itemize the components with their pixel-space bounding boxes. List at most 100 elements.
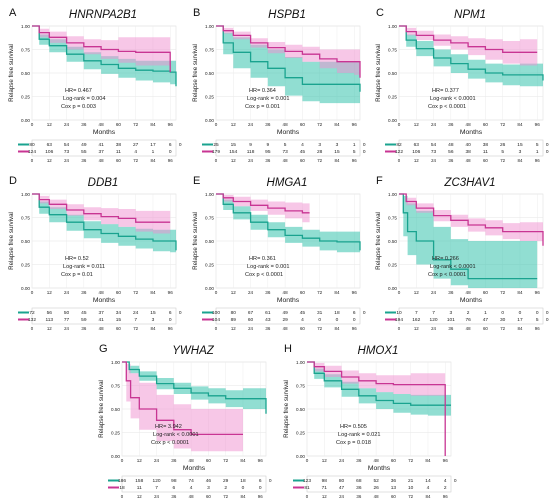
risk-count: 0 xyxy=(269,478,272,484)
risk-x-tick: 36 xyxy=(81,158,86,163)
y-tick-label: 0.25 xyxy=(388,263,397,268)
confidence-band-2 xyxy=(307,362,446,456)
stat-line: HR= 0.52 xyxy=(65,256,89,262)
stat-line: HR= 0.467 xyxy=(65,88,92,94)
survival-curve-2 xyxy=(307,361,446,456)
risk-count: 0 xyxy=(259,485,262,491)
x-tick-label: 0 xyxy=(398,122,401,127)
y-tick-label: 0.50 xyxy=(296,407,305,412)
risk-x-tick: 96 xyxy=(535,326,540,331)
risk-x-tick: 24 xyxy=(64,326,69,331)
survival-curve-1 xyxy=(216,193,361,251)
risk-x-tick: 36 xyxy=(448,158,453,163)
risk-count: 89 xyxy=(231,317,237,323)
x-tick-label: 24 xyxy=(248,290,254,295)
risk-count: 3 xyxy=(519,149,522,155)
x-tick-label: 12 xyxy=(137,458,143,463)
risk-count: 26 xyxy=(373,485,379,491)
risk-x-tick: 36 xyxy=(265,158,270,163)
stat-line: Log-rank = 0.001 xyxy=(247,264,289,270)
confidence-band-1 xyxy=(32,26,176,102)
y-tick-label: 0.00 xyxy=(21,118,30,123)
confidence-band-1 xyxy=(399,194,538,288)
confidence-band-1 xyxy=(32,194,176,265)
risk-count: 0 xyxy=(242,485,245,491)
y-axis-title: Relapse free survival xyxy=(8,44,15,102)
risk-x-tick: 48 xyxy=(99,158,104,163)
survival-curve-1 xyxy=(32,193,177,251)
risk-count: 61 xyxy=(265,310,271,316)
panel-title: ZC3HAV1 xyxy=(443,177,495,189)
risk-count: 25 xyxy=(213,142,219,148)
x-tick-label: 48 xyxy=(189,458,195,463)
risk-count: 6 xyxy=(353,310,356,316)
risk-x-tick: 24 xyxy=(431,326,436,331)
risk-table xyxy=(31,307,177,325)
risk-count: 5 xyxy=(284,142,287,148)
risk-x-tick: 24 xyxy=(248,326,253,331)
x-tick-label: 84 xyxy=(334,290,340,295)
survival-curve-1 xyxy=(307,361,451,406)
x-tick-label: 0 xyxy=(306,458,309,463)
risk-count: 60 xyxy=(248,317,254,323)
y-tick-label: 0.25 xyxy=(388,95,397,100)
risk-count: 38 xyxy=(465,149,471,155)
x-tick-label: 96 xyxy=(168,290,174,295)
y-tick-label: 0.25 xyxy=(205,263,214,268)
risk-x-tick: 72 xyxy=(317,326,322,331)
stat-line: Log-rank = 0.011 xyxy=(63,264,105,270)
risk-count: 0 xyxy=(363,142,366,148)
x-tick-label: 48 xyxy=(374,458,380,463)
risk-count: 2 xyxy=(444,485,447,491)
x-tick-label: 72 xyxy=(133,290,139,295)
stat-line: HR= 0.377 xyxy=(432,88,459,94)
panel-title: HMGA1 xyxy=(267,177,308,189)
risk-count: 9 xyxy=(249,142,252,148)
x-tick-label: 36 xyxy=(81,122,87,127)
risk-count: 38 xyxy=(116,142,122,148)
risk-x-tick: 96 xyxy=(352,326,357,331)
risk-count: 6 xyxy=(259,478,262,484)
stat-line: Cox p < 0.0001 xyxy=(245,272,283,278)
stat-line: Cox p < 0.0001 xyxy=(428,104,466,110)
x-tick-label: 24 xyxy=(431,122,437,127)
risk-x-tick: 0 xyxy=(31,158,34,163)
risk-x-tick: 0 xyxy=(215,326,218,331)
x-tick-label: 36 xyxy=(448,122,454,127)
risk-count: 45 xyxy=(300,149,306,155)
risk-count: 81 xyxy=(304,485,310,491)
risk-count: 4 xyxy=(134,149,137,155)
x-tick-label: 72 xyxy=(133,122,139,127)
stat-line: HR= 3.942 xyxy=(155,424,182,430)
risk-count: 10 xyxy=(408,485,414,491)
panel-title: HNRNPA2B1 xyxy=(69,9,137,21)
risk-count: 15 xyxy=(334,149,340,155)
y-axis-title: Relapse free survival xyxy=(375,212,382,270)
risk-count: 56 xyxy=(47,310,53,316)
risk-count: 41 xyxy=(98,142,104,148)
confidence-band-1 xyxy=(122,362,266,428)
risk-x-tick: 84 xyxy=(335,326,340,331)
risk-count: 41 xyxy=(98,317,104,323)
risk-count: 73 xyxy=(431,149,437,155)
confidence-band-2 xyxy=(216,26,360,97)
x-tick-label: 24 xyxy=(339,458,345,463)
x-tick-label: 96 xyxy=(352,122,358,127)
risk-count: 0 xyxy=(363,149,366,155)
stat-line: Log-rank = 0.021 xyxy=(338,432,380,438)
y-tick-label: 0.25 xyxy=(296,431,305,436)
risk-count: 36 xyxy=(356,485,362,491)
risk-count: 26 xyxy=(500,142,506,148)
panel-letter: F xyxy=(376,175,383,187)
y-tick-label: 0.75 xyxy=(388,48,397,53)
risk-count: 3 xyxy=(152,317,155,323)
risk-x-tick: 60 xyxy=(300,158,305,163)
risk-count: 4 xyxy=(427,485,430,491)
x-tick-label: 60 xyxy=(391,458,397,463)
risk-count: 76 xyxy=(465,317,471,323)
risk-count: 124 xyxy=(28,149,36,155)
risk-table xyxy=(215,139,361,157)
y-tick-label: 0.00 xyxy=(388,118,397,123)
risk-count: 49 xyxy=(81,142,87,148)
x-tick-label: 84 xyxy=(517,122,523,127)
